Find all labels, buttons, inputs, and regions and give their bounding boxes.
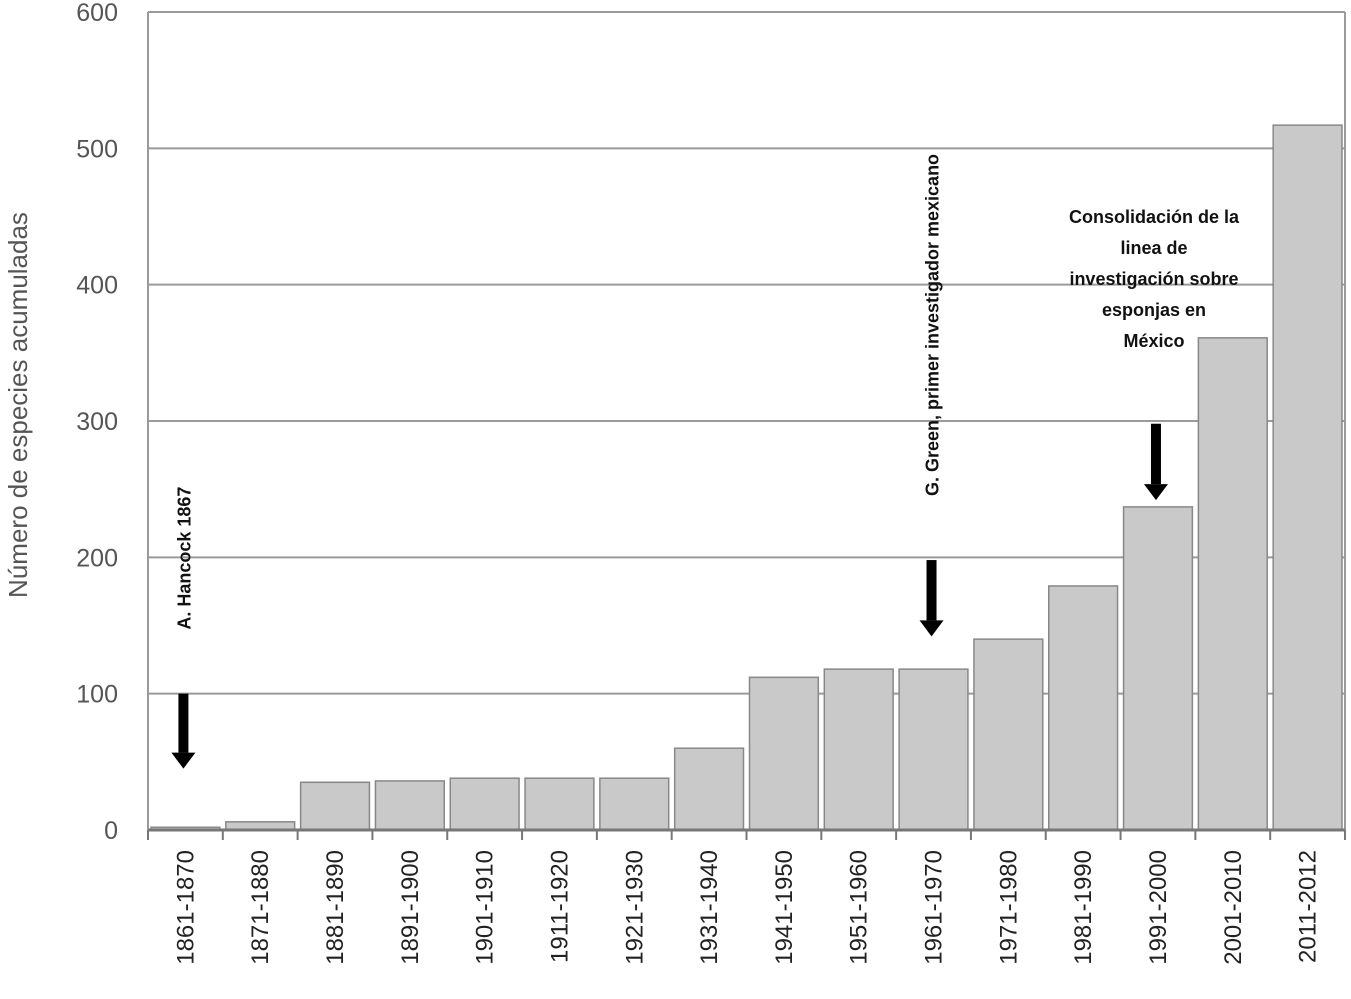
annotation-arrow-shaft: [926, 560, 937, 621]
bar: [973, 638, 1044, 831]
x-tick-label: 1911-1920: [546, 850, 573, 963]
annotation-label: A. Hancock 1867: [174, 487, 194, 630]
y-tick-label: 300: [76, 408, 118, 436]
annotation-arrow-head: [171, 752, 196, 769]
bar: [299, 781, 371, 831]
x-tick-label: 1931-1940: [696, 850, 723, 965]
bar: [748, 676, 820, 831]
annotation-arrow-head: [919, 620, 944, 637]
x-tick-label: 2001-2010: [1220, 850, 1247, 965]
y-tick-label: 400: [76, 272, 118, 300]
bar: [374, 780, 445, 831]
y-tick-label: 200: [76, 544, 118, 572]
bar: [449, 777, 520, 831]
bar-layer: [150, 124, 1343, 831]
annotation-arrow-head: [1143, 484, 1168, 501]
annotation-layer: A. Hancock 1867 G. Green, primer investig…: [171, 154, 1240, 769]
y-tick-label: 100: [76, 681, 118, 709]
x-tick-label: 1871-1880: [247, 850, 274, 965]
bar: [524, 777, 595, 831]
x-tick-label: 1891-1900: [397, 850, 424, 965]
x-tick-label: 1941-1950: [771, 850, 798, 965]
x-tick-label: 1921-1930: [621, 850, 648, 965]
bar: [1197, 337, 1268, 831]
bar: [1272, 124, 1343, 831]
x-tick-label: 1971-1980: [995, 850, 1022, 965]
bar: [1122, 506, 1194, 831]
bar: [1048, 585, 1119, 831]
x-tick-label: 1861-1870: [172, 850, 199, 965]
x-tick-label: 2011-2012: [1295, 850, 1322, 963]
bar: [599, 777, 670, 831]
x-tick-label: 1961-1970: [921, 850, 948, 965]
annotation-label-line: esponjas en: [1102, 300, 1206, 320]
annotation-arrow-shaft: [178, 693, 189, 753]
annotation-label-line: investigación sobre: [1069, 269, 1238, 289]
y-tick-label: 0: [104, 817, 118, 845]
x-tick-label: 1991-2000: [1145, 850, 1172, 965]
y-tick-label: 500: [76, 135, 118, 163]
x-tick-label: 1901-1910: [472, 850, 499, 965]
annotation-label: G. Green, primer investigador mexicano: [923, 154, 943, 496]
bar: [898, 668, 969, 831]
x-tick-label: 1881-1890: [322, 850, 349, 965]
x-tick-label: 1951-1960: [846, 850, 873, 965]
y-tick-label: 600: [76, 0, 118, 27]
annotation-label-line: Consolidación de la: [1069, 207, 1240, 227]
annotation-arrow-shaft: [1150, 423, 1161, 485]
annotation-label-line: linea de: [1120, 238, 1187, 258]
x-tick-label: 1981-1990: [1070, 850, 1097, 965]
bar: [673, 747, 745, 831]
y-axis-title: Número de especies acumuladas: [3, 212, 33, 598]
annotation-label-line: México: [1123, 331, 1184, 351]
axis-layer: 0 100 200 300 400 500 600 1861-1870 1871-1880 188…: [76, 0, 1346, 965]
bar: [823, 668, 894, 831]
